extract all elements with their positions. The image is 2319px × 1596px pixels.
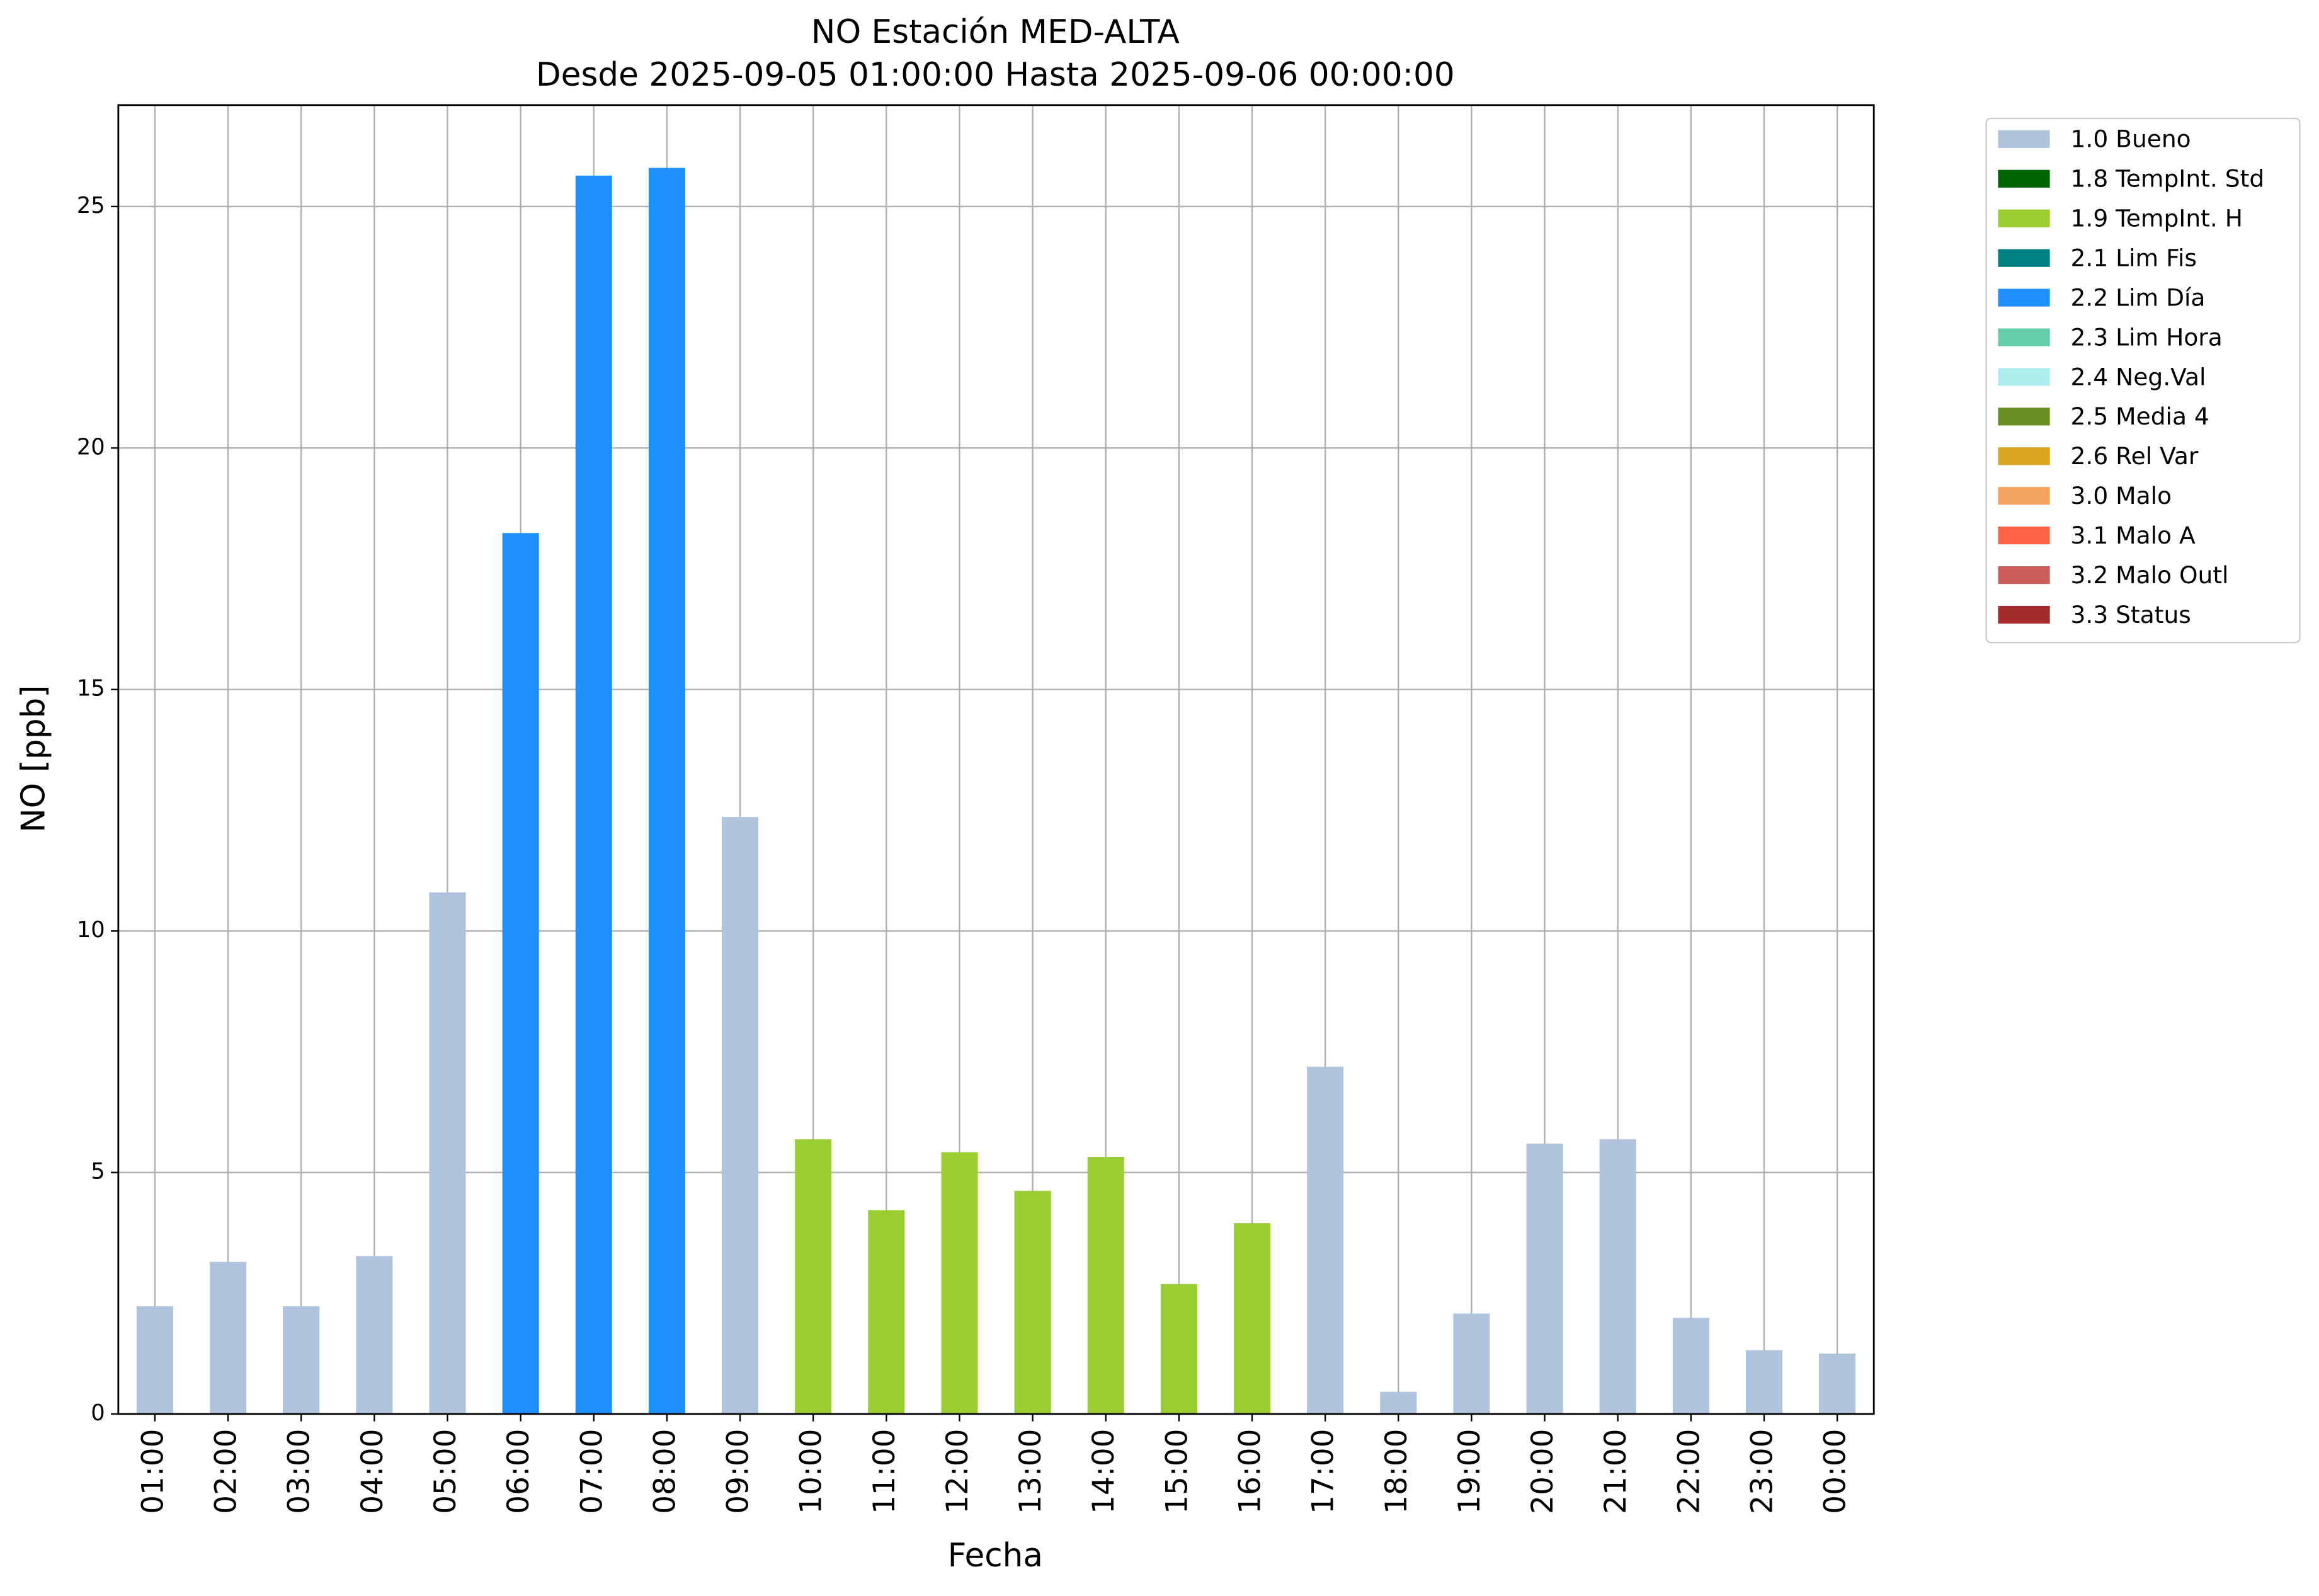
- legend-swatch: [1998, 447, 2050, 465]
- chart-title: NO Estación MED-ALTA: [811, 13, 1180, 51]
- legend-swatch: [1998, 209, 2050, 227]
- x-tick-label: 08:00: [647, 1429, 682, 1514]
- x-tick-label: 18:00: [1379, 1429, 1414, 1514]
- y-tick-label: 20: [77, 434, 105, 460]
- legend-label: 1.0 Bueno: [2071, 125, 2191, 153]
- legend-label: 3.3 Status: [2071, 601, 2191, 629]
- x-tick-label: 17:00: [1306, 1429, 1341, 1514]
- legend-swatch: [1998, 130, 2050, 148]
- legend-swatch: [1998, 368, 2050, 386]
- bar: [795, 1139, 832, 1415]
- legend-swatch: [1998, 169, 2050, 188]
- bar: [356, 1256, 393, 1415]
- bar: [136, 1306, 173, 1415]
- plot-frame: [117, 104, 1875, 1415]
- legend-label: 2.4 Neg.Val: [2071, 363, 2206, 390]
- bar: [1599, 1139, 1636, 1415]
- legend-label: 1.9 TempInt. H: [2071, 205, 2243, 232]
- bar: [1745, 1350, 1783, 1415]
- bars: [136, 168, 1856, 1415]
- legend-swatch: [1998, 288, 2050, 307]
- bar: [502, 533, 539, 1415]
- x-tick-label: 09:00: [721, 1429, 756, 1514]
- legend-label: 3.0 Malo: [2071, 482, 2172, 510]
- legend-label: 3.2 Malo Outl: [2071, 561, 2229, 589]
- bar: [429, 892, 466, 1415]
- legend-box: [1985, 117, 2301, 644]
- bar: [648, 168, 685, 1415]
- x-tick-label: 13:00: [1013, 1429, 1048, 1514]
- bar: [283, 1306, 320, 1415]
- bar: [722, 817, 759, 1415]
- bar: [1526, 1143, 1563, 1415]
- x-tick-label: 21:00: [1598, 1429, 1633, 1514]
- legend-label: 2.2 Lim Día: [2071, 283, 2206, 311]
- bar: [1087, 1157, 1124, 1415]
- x-tick-label: 20:00: [1525, 1429, 1560, 1514]
- x-tick-label: 10:00: [794, 1429, 829, 1514]
- legend-swatch: [1998, 566, 2050, 584]
- y-tick-label: 10: [77, 917, 105, 943]
- y-axis-label: NO [ppb]: [14, 685, 52, 833]
- legend-label: 2.3 Lim Hora: [2071, 323, 2223, 351]
- ticks: 0 5 10 15 20 25 01:00 02:00 03:00 04:00 05:00 06:00…: [77, 193, 1853, 1514]
- bar: [575, 175, 612, 1415]
- bar: [1819, 1354, 1856, 1415]
- bar: [1453, 1313, 1490, 1415]
- x-tick-label: 04:00: [355, 1429, 390, 1514]
- bar: [1380, 1391, 1417, 1415]
- x-tick-label: 15:00: [1160, 1429, 1194, 1514]
- bar: [1672, 1318, 1709, 1415]
- x-tick-label: 23:00: [1745, 1429, 1779, 1514]
- y-tick-label: 15: [77, 676, 105, 702]
- y-tick-label: 5: [91, 1159, 105, 1185]
- x-tick-label: 02:00: [209, 1429, 244, 1514]
- x-tick-label: 16:00: [1233, 1429, 1268, 1514]
- legend-swatch: [1998, 487, 2050, 505]
- bar: [941, 1152, 978, 1415]
- x-tick-label: 07:00: [574, 1429, 609, 1514]
- bar: [1233, 1223, 1271, 1415]
- bar: [1160, 1284, 1197, 1415]
- legend-swatch: [1998, 527, 2050, 545]
- legend-label: 2.6 Rel Var: [2071, 442, 2199, 470]
- bar: [1307, 1066, 1344, 1415]
- legend-swatch: [1998, 328, 2050, 346]
- x-axis-label: Fecha: [948, 1537, 1043, 1575]
- x-tick-label: 12:00: [940, 1429, 975, 1514]
- x-tick-label: 05:00: [428, 1429, 463, 1514]
- bar: [868, 1210, 905, 1415]
- legend-label: 2.1 Lim Fis: [2071, 244, 2197, 272]
- x-tick-label: 11:00: [867, 1429, 902, 1514]
- y-tick-label: 25: [77, 193, 105, 219]
- legend-swatch: [1998, 249, 2050, 267]
- x-tick-label: 01:00: [135, 1429, 170, 1514]
- legend-label: 2.5 Media 4: [2071, 402, 2209, 430]
- legend-label: 1.8 TempInt. Std: [2071, 165, 2265, 193]
- legend: 1.0 Bueno 1.8 TempInt. Std 1.9 TempInt. H 2…: [1985, 117, 2301, 644]
- legend-label: 3.1 Malo A: [2071, 522, 2196, 549]
- x-tick-label: 22:00: [1672, 1429, 1706, 1514]
- bar: [210, 1262, 247, 1415]
- bar: [1014, 1190, 1051, 1415]
- legend-swatch: [1998, 605, 2050, 624]
- chart-subtitle: Desde 2025-09-05 01:00:00 Hasta 2025-09-…: [536, 56, 1455, 94]
- y-tick-label: 0: [91, 1400, 105, 1426]
- x-tick-label: 00:00: [1818, 1429, 1853, 1514]
- legend-swatch: [1998, 408, 2050, 426]
- x-tick-label: 19:00: [1452, 1429, 1487, 1514]
- x-tick-label: 03:00: [282, 1429, 317, 1514]
- x-tick-label: 06:00: [501, 1429, 536, 1514]
- x-tick-label: 14:00: [1086, 1429, 1121, 1514]
